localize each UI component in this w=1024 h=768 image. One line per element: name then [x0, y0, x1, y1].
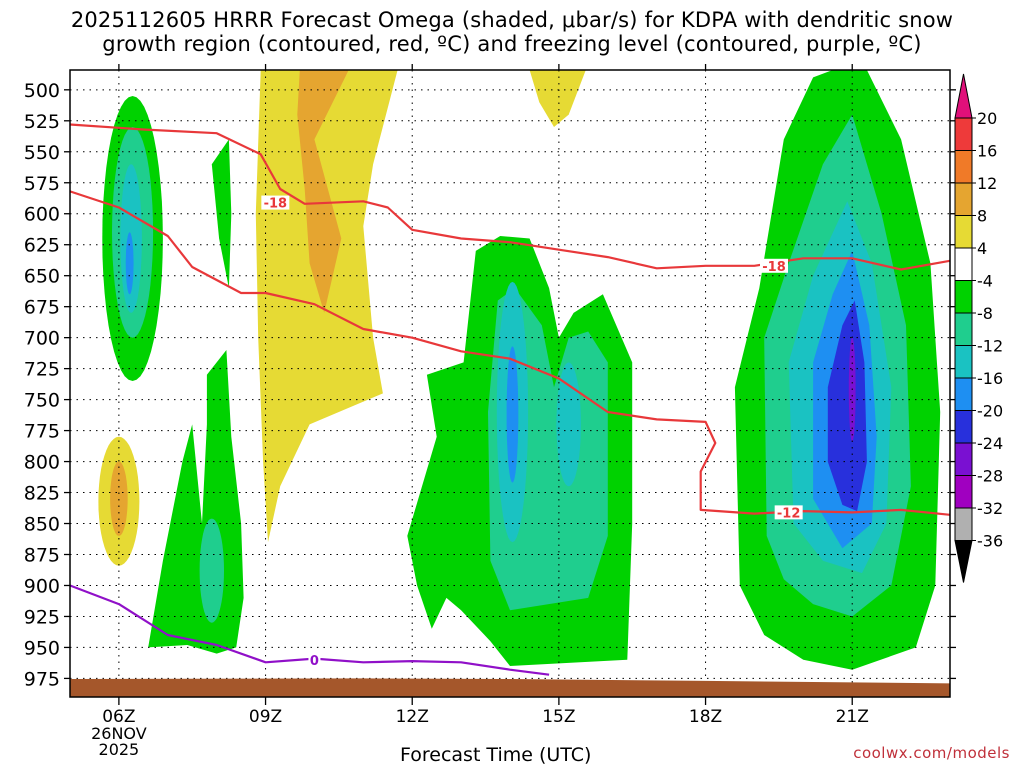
x-date-label: 2025 — [99, 740, 140, 759]
colorbar-label: 16 — [977, 142, 997, 161]
contour-line — [70, 123, 950, 271]
contour-label-bg — [760, 258, 788, 273]
y-tick-label: 825 — [24, 483, 60, 505]
omega-shaded-region — [529, 70, 586, 127]
y-tick-label: 900 — [24, 575, 60, 597]
colorbar-segment — [954, 442, 973, 476]
colorbar-label: -24 — [977, 434, 1003, 453]
y-tick-label: 575 — [24, 173, 60, 195]
x-axis-label: Forecast Time (UTC) — [400, 744, 592, 766]
contour-label: -18 — [264, 197, 288, 212]
colorbar-segment — [954, 215, 973, 249]
x-tick-label: 09Z — [249, 707, 282, 727]
colorbar-label: -12 — [977, 337, 1003, 356]
y-tick-label: 950 — [24, 637, 60, 659]
y-tick-label: 550 — [24, 142, 60, 164]
omega-shaded-region — [556, 362, 581, 487]
contour-label: 0 — [310, 654, 319, 669]
contour-label-bg — [261, 195, 290, 210]
omega-shaded-region — [297, 70, 349, 313]
y-tick-label: 875 — [24, 545, 60, 567]
colorbar-segment — [954, 182, 973, 216]
y-tick-label: 800 — [24, 452, 60, 474]
contour-label-bg — [774, 505, 803, 520]
x-tick-label: 18Z — [689, 707, 722, 727]
contour-line — [70, 190, 950, 516]
colorbar-label: 12 — [977, 174, 997, 193]
x-tick-label: 06Z — [102, 707, 135, 727]
colorbar-segment — [954, 117, 973, 151]
colorbar-label: -32 — [977, 499, 1003, 518]
y-tick-label: 925 — [24, 606, 60, 628]
omega-shaded-region — [148, 350, 244, 654]
omega-shaded-region — [199, 518, 224, 623]
colorbar-label: 8 — [977, 207, 987, 226]
terrain-ground — [70, 678, 950, 697]
chart-title-line-1: 2025112605 HRRR Forecast Omega (shaded, … — [70, 8, 954, 32]
x-tick-label: 15Z — [542, 707, 575, 727]
x-tick-label: 21Z — [836, 707, 869, 727]
colorbar-label: 20 — [977, 109, 997, 128]
y-tick-label: 750 — [24, 390, 60, 412]
y-tick-label: 700 — [24, 328, 60, 350]
y-tick-label: 675 — [24, 297, 60, 319]
y-tick-label: 625 — [24, 235, 60, 257]
y-tick-label: 650 — [24, 266, 60, 288]
omega-shaded-region — [255, 70, 398, 543]
colorbar-segment — [954, 410, 973, 444]
colorbar-label: -4 — [977, 272, 993, 291]
y-tick-label: 775 — [24, 421, 60, 443]
chart-title: 2025112605 HRRR Forecast Omega (shaded, … — [0, 8, 1024, 56]
colorbar-segment — [954, 312, 973, 346]
colorbar-segment — [954, 345, 973, 379]
colorbar-label: -20 — [977, 402, 1003, 421]
colorbar-segment — [954, 247, 973, 281]
colorbar-label: -28 — [977, 467, 1003, 486]
contour-label: -18 — [762, 260, 786, 275]
colorbar-bottom-arrow — [954, 540, 973, 583]
colorbar-segment — [954, 377, 973, 411]
y-tick-label: 525 — [24, 111, 60, 133]
omega-shaded-region — [506, 346, 519, 483]
colorbar-label: -8 — [977, 304, 993, 323]
colorbar-label: -36 — [977, 532, 1003, 551]
chart-title-line-2: growth region (contoured, red, ºC) and f… — [102, 32, 922, 56]
colorbar-top-arrow — [954, 73, 973, 119]
omega-shaded-region — [125, 232, 134, 295]
omega-shaded-region — [211, 139, 232, 289]
colorbar-segment — [954, 507, 973, 541]
contour-label: -12 — [777, 506, 801, 521]
colorbar-segment — [954, 475, 973, 509]
omega-shaded-region — [110, 461, 128, 536]
plot-frame — [69, 69, 951, 698]
colorbar-segment — [954, 280, 973, 314]
y-tick-label: 500 — [24, 80, 60, 102]
y-tick-label: 600 — [24, 204, 60, 226]
colorbar-segment — [954, 150, 973, 184]
contour-label-bg — [308, 652, 321, 667]
x-tick-label: 12Z — [396, 707, 429, 727]
y-tick-label: 850 — [24, 514, 60, 536]
colorbar-label: -16 — [977, 369, 1003, 388]
credit-link[interactable]: coolwx.com/models — [853, 744, 1010, 762]
x-date-label: 26NOV — [91, 724, 147, 743]
colorbar-label: 4 — [977, 239, 987, 258]
omega-shaded-region — [827, 300, 867, 512]
y-tick-label: 725 — [24, 359, 60, 381]
y-tick-label: 975 — [24, 668, 60, 690]
